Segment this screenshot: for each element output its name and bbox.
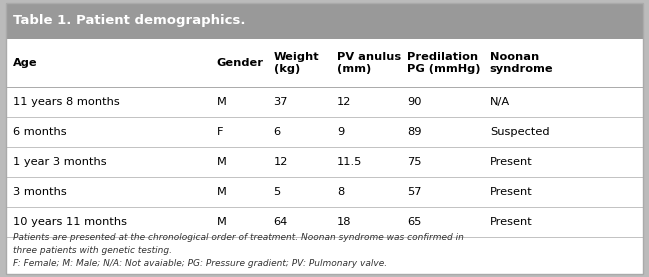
Text: M: M — [216, 157, 227, 167]
Text: 5: 5 — [274, 187, 281, 197]
Text: 6 months: 6 months — [13, 127, 66, 137]
Text: 37: 37 — [274, 97, 288, 107]
Text: Suspected: Suspected — [490, 127, 550, 137]
Text: Age: Age — [13, 58, 38, 68]
Text: Gender: Gender — [216, 58, 263, 68]
Text: 18: 18 — [337, 217, 352, 227]
Text: 12: 12 — [337, 97, 352, 107]
Text: Table 1. Patient demographics.: Table 1. Patient demographics. — [13, 14, 245, 27]
Text: Predilation
PG (mmHg): Predilation PG (mmHg) — [407, 52, 481, 74]
Text: 64: 64 — [274, 217, 288, 227]
Text: F: Female; M: Male; N/A: Not avaiable; PG: Pressure gradient; PV: Pulmonary valv: F: Female; M: Male; N/A: Not avaiable; P… — [13, 259, 387, 268]
Text: N/A: N/A — [490, 97, 510, 107]
Text: M: M — [216, 217, 227, 227]
Text: Patients are presented at the chronological order of treatment. Noonan syndrome : Patients are presented at the chronologi… — [13, 233, 464, 242]
Text: PV anulus
(mm): PV anulus (mm) — [337, 52, 401, 74]
Text: 65: 65 — [407, 217, 422, 227]
Text: Present: Present — [490, 157, 533, 167]
Text: 11 years 8 months: 11 years 8 months — [13, 97, 119, 107]
Text: M: M — [216, 97, 227, 107]
Text: 1 year 3 months: 1 year 3 months — [13, 157, 106, 167]
Text: 9: 9 — [337, 127, 345, 137]
Text: 89: 89 — [407, 127, 422, 137]
Text: 10 years 11 months: 10 years 11 months — [13, 217, 127, 227]
FancyBboxPatch shape — [6, 39, 643, 231]
Text: F: F — [216, 127, 223, 137]
Text: Weight
(kg): Weight (kg) — [274, 52, 319, 74]
Text: M: M — [216, 187, 227, 197]
Text: 6: 6 — [274, 127, 281, 137]
FancyBboxPatch shape — [6, 231, 643, 274]
Text: 8: 8 — [337, 187, 345, 197]
Text: 75: 75 — [407, 157, 422, 167]
Text: three patients with genetic testing.: three patients with genetic testing. — [13, 246, 172, 255]
FancyBboxPatch shape — [6, 3, 643, 39]
Text: Present: Present — [490, 217, 533, 227]
Text: Noonan
syndrome: Noonan syndrome — [490, 52, 554, 74]
Text: 12: 12 — [274, 157, 288, 167]
Text: 90: 90 — [407, 97, 422, 107]
Text: 11.5: 11.5 — [337, 157, 363, 167]
Text: 3 months: 3 months — [13, 187, 67, 197]
Text: 57: 57 — [407, 187, 422, 197]
Text: Present: Present — [490, 187, 533, 197]
